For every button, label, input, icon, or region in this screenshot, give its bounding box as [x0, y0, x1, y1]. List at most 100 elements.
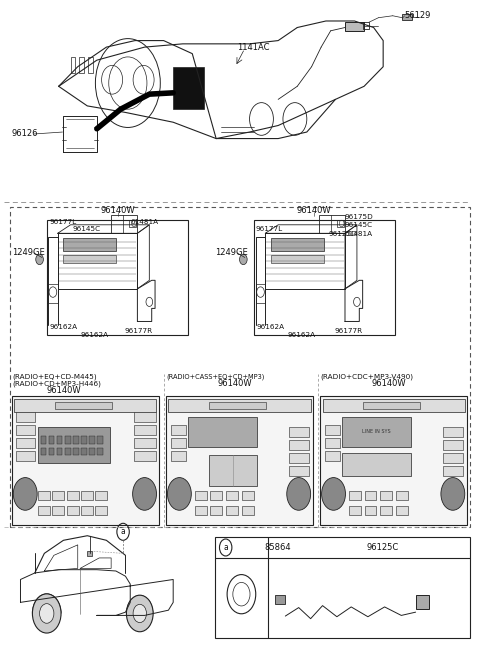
- Bar: [57, 447, 62, 455]
- Bar: [271, 238, 324, 251]
- Bar: [16, 438, 35, 448]
- Bar: [363, 403, 420, 409]
- Text: 96140W: 96140W: [372, 379, 406, 388]
- Text: 96175D: 96175D: [344, 214, 373, 220]
- Circle shape: [287, 478, 311, 510]
- Bar: [16, 425, 35, 435]
- Bar: [256, 283, 265, 303]
- Bar: [319, 215, 345, 234]
- Bar: [396, 506, 408, 516]
- Bar: [171, 425, 186, 435]
- Bar: [209, 455, 257, 486]
- Circle shape: [132, 478, 156, 510]
- Bar: [349, 491, 361, 501]
- Bar: [444, 466, 463, 476]
- Text: 96126: 96126: [12, 129, 38, 138]
- Bar: [209, 403, 266, 409]
- Bar: [173, 67, 204, 109]
- Bar: [254, 220, 395, 335]
- Text: (RADIO+CD+MP3-H446): (RADIO+CD+MP3-H446): [12, 380, 101, 387]
- Text: 1141AC: 1141AC: [237, 43, 269, 52]
- Bar: [89, 447, 95, 455]
- Text: 96125C: 96125C: [366, 543, 398, 552]
- Bar: [65, 436, 71, 443]
- Bar: [67, 506, 79, 516]
- Bar: [325, 425, 340, 435]
- Bar: [14, 400, 156, 412]
- Bar: [166, 396, 313, 525]
- Circle shape: [168, 478, 192, 510]
- Circle shape: [322, 478, 346, 510]
- Text: (RADIO+EQ+CD-M445): (RADIO+EQ+CD-M445): [12, 373, 96, 380]
- Text: 96162A: 96162A: [257, 324, 285, 331]
- Bar: [97, 447, 103, 455]
- Text: 96140W: 96140W: [218, 379, 252, 388]
- Bar: [129, 220, 136, 227]
- Bar: [380, 491, 392, 501]
- Bar: [242, 506, 254, 516]
- Bar: [134, 412, 156, 422]
- Bar: [345, 22, 364, 31]
- Bar: [320, 396, 467, 525]
- Bar: [52, 506, 64, 516]
- Text: 96145C: 96145C: [72, 226, 100, 232]
- Text: 96177R: 96177R: [124, 328, 153, 335]
- Bar: [171, 451, 186, 461]
- Bar: [380, 506, 392, 516]
- Bar: [10, 207, 470, 527]
- Bar: [289, 453, 309, 463]
- Bar: [88, 57, 93, 73]
- Bar: [71, 57, 75, 73]
- Bar: [38, 491, 50, 501]
- Text: 85864: 85864: [264, 543, 290, 552]
- Bar: [111, 215, 137, 234]
- Text: 61481A: 61481A: [344, 231, 372, 237]
- Bar: [289, 440, 309, 450]
- Bar: [52, 491, 64, 501]
- Bar: [337, 220, 344, 227]
- Bar: [81, 506, 93, 516]
- Text: 96140W: 96140W: [101, 206, 136, 215]
- Circle shape: [441, 478, 465, 510]
- Text: 96145C: 96145C: [344, 222, 372, 228]
- Bar: [168, 400, 311, 412]
- Bar: [67, 491, 79, 501]
- Bar: [444, 453, 463, 463]
- Bar: [364, 506, 376, 516]
- Bar: [271, 255, 324, 262]
- Bar: [79, 57, 84, 73]
- Bar: [226, 491, 238, 501]
- Bar: [289, 466, 309, 476]
- Bar: [444, 427, 463, 437]
- Bar: [210, 491, 222, 501]
- Bar: [48, 283, 58, 303]
- Bar: [16, 412, 35, 422]
- Bar: [188, 417, 257, 447]
- Bar: [16, 451, 35, 461]
- Bar: [325, 438, 340, 448]
- Bar: [87, 551, 92, 556]
- Bar: [65, 447, 71, 455]
- Circle shape: [126, 595, 153, 632]
- Bar: [364, 491, 376, 501]
- Bar: [134, 438, 156, 448]
- Bar: [195, 491, 206, 501]
- Bar: [275, 595, 285, 604]
- Text: 61481A: 61481A: [130, 218, 158, 224]
- Bar: [342, 453, 411, 476]
- Bar: [289, 427, 309, 437]
- Bar: [226, 506, 238, 516]
- Bar: [171, 438, 186, 448]
- Text: (RADIO+CASS+EQ+CD+MP3): (RADIO+CASS+EQ+CD+MP3): [166, 373, 264, 380]
- Text: a: a: [120, 527, 125, 537]
- Bar: [63, 238, 116, 251]
- Circle shape: [240, 254, 247, 264]
- Bar: [63, 255, 116, 262]
- Bar: [73, 447, 79, 455]
- Bar: [242, 491, 254, 501]
- Text: 96162A: 96162A: [80, 332, 108, 338]
- Text: 96177L: 96177L: [256, 226, 283, 232]
- Circle shape: [36, 254, 43, 264]
- Bar: [40, 436, 46, 443]
- Bar: [47, 220, 188, 335]
